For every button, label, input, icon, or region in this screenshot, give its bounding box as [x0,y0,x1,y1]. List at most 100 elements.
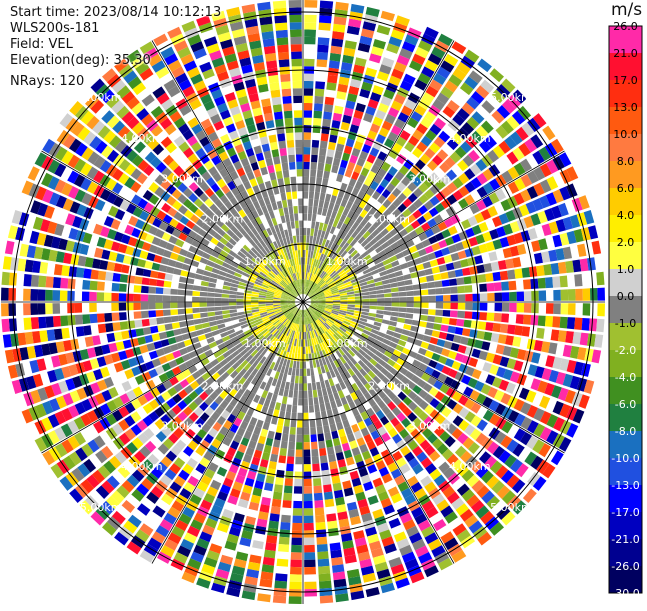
range-gate [47,176,60,190]
range-gate [254,114,264,124]
range-gate [294,125,303,133]
range-gate [353,64,365,74]
range-gate [428,387,439,397]
range-gate [429,195,440,206]
range-gate [238,386,247,395]
range-gate [475,505,490,519]
range-gate [539,411,552,425]
range-gate [148,294,156,302]
range-gate [38,316,47,329]
range-gate [307,250,311,258]
range-gate [360,167,370,177]
range-gate [309,291,315,297]
range-gate [343,403,351,413]
range-gate [266,274,274,280]
range-gate [374,436,384,447]
range-gate [17,258,27,272]
range-gate [264,246,271,254]
range-gate [429,184,441,195]
range-gate [477,58,492,73]
range-gate [331,288,339,293]
range-gate [326,371,332,380]
range-gate [451,459,464,472]
range-gate [319,447,327,457]
range-gate [251,296,259,300]
range-gate [226,254,235,261]
range-gate [320,334,326,342]
range-gate [558,152,572,167]
range-gate [291,191,298,199]
range-gate [328,393,335,402]
range-gate [277,44,289,53]
range-gate [311,441,318,450]
range-gate [289,22,302,30]
range-gate [365,587,380,598]
range-gate [108,386,119,399]
range-gate [340,297,348,300]
range-gate [228,298,237,302]
range-gate [252,185,261,194]
range-gate [456,483,470,496]
range-gate [63,252,73,264]
range-gate [172,350,182,359]
range-gate [323,288,331,293]
range-gate [439,161,451,173]
range-gate [165,142,177,154]
range-gate [199,61,213,73]
range-gate [472,302,480,311]
range-gate [286,191,292,200]
range-gate [318,396,325,405]
range-gate [421,372,431,382]
range-gate [323,340,329,349]
range-gate [290,419,297,428]
range-gate [436,149,449,161]
range-gate [355,351,364,360]
range-gate [357,190,366,200]
range-gate [359,368,367,377]
range-gate [192,434,203,445]
range-gate [318,318,325,325]
range-gate [203,270,212,277]
range-gate [116,85,131,99]
range-gate [468,520,483,534]
range-gate [509,458,523,473]
range-gate [185,374,196,384]
range-gate [343,379,351,388]
range-gate [372,375,381,385]
range-gate [141,113,154,126]
range-gate [132,82,147,96]
range-gate [242,453,253,464]
range-gate [228,238,237,246]
range-gate [351,230,359,239]
range-gate [533,340,543,352]
range-gate [304,73,314,82]
range-gate [478,243,488,254]
range-gate [499,270,509,281]
range-gate [287,147,295,156]
range-gate [158,264,168,273]
range-gate [433,474,446,487]
range-gate [266,294,274,298]
range-gate [266,306,274,310]
range-gate [37,289,46,301]
range-gate [566,359,577,374]
range-gate [82,279,91,290]
range-gate [55,395,67,409]
colorbar-tick-label: -6.0 [615,398,636,411]
range-gate [414,369,425,378]
range-gate [313,312,319,319]
range-gate [219,194,229,204]
range-gate [479,451,492,464]
range-gate [333,392,340,401]
range-gate [591,349,602,364]
range-gate [475,465,489,479]
range-gate [290,559,302,568]
range-gate [224,257,233,265]
range-gate [310,295,317,299]
range-gate [29,359,40,374]
range-gate [246,221,255,230]
range-gate [464,398,475,410]
range-gate [406,260,416,268]
range-gate [163,79,177,92]
range-gate [597,287,605,301]
